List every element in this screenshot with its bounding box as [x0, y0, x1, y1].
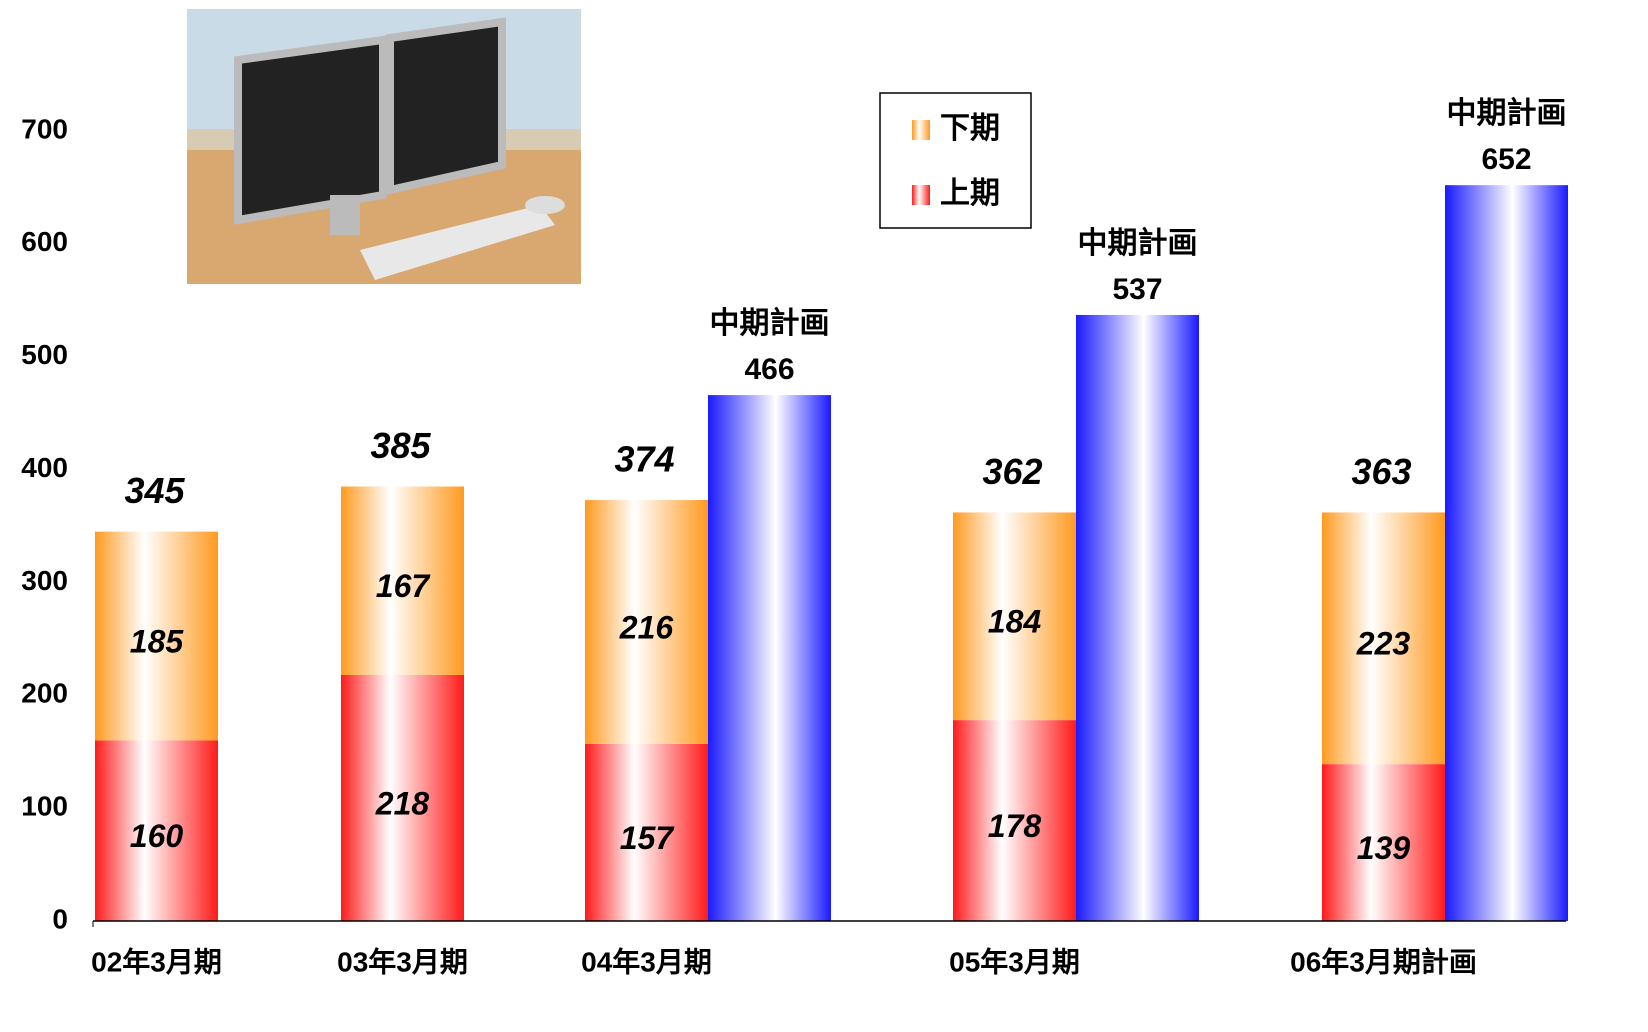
plan-label: 中期計画 — [710, 306, 830, 340]
x-tick-label: 06年3月期計画 — [1290, 945, 1477, 977]
legend-swatch — [912, 185, 930, 205]
bar-segment — [95, 531, 218, 741]
segment-label: 139 — [1357, 830, 1411, 866]
y-tick-label: 200 — [21, 678, 68, 709]
segment-label: 185 — [130, 623, 185, 659]
segment-label: 223 — [1356, 626, 1411, 662]
y-tick-label: 0 — [52, 903, 68, 934]
segment-label: 167 — [376, 568, 432, 604]
bar-segment — [953, 512, 1076, 721]
segment-label: 216 — [619, 609, 674, 645]
plan-value: 537 — [1112, 273, 1162, 306]
legend-swatch — [912, 120, 930, 140]
plan-label: 中期計画 — [1078, 226, 1198, 260]
total-label: 385 — [370, 425, 431, 466]
y-tick-label: 700 — [21, 113, 68, 144]
plan-bar — [708, 395, 831, 922]
y-tick-label: 300 — [21, 565, 68, 596]
bar-segment — [1322, 764, 1445, 921]
segment-label: 178 — [988, 808, 1042, 844]
bar-segment — [341, 674, 464, 921]
segment-label: 157 — [620, 820, 676, 856]
photo — [187, 9, 581, 284]
legend-label: 下期 — [940, 112, 1000, 145]
total-label: 362 — [982, 451, 1042, 492]
segment-label: 160 — [130, 818, 184, 854]
x-tick-label: 04年3月期 — [581, 945, 712, 977]
total-label: 363 — [1351, 451, 1411, 492]
legend-box — [879, 92, 1032, 229]
x-tick-label: 02年3月期 — [91, 945, 222, 977]
bar-segment — [953, 720, 1076, 921]
plan-bar — [1445, 185, 1568, 921]
total-label: 345 — [124, 470, 185, 511]
plan-value: 466 — [744, 353, 794, 386]
plan-value: 652 — [1481, 143, 1531, 176]
bar-segment — [1322, 512, 1445, 765]
y-tick-label: 500 — [21, 339, 68, 370]
x-tick-label: 03年3月期 — [337, 945, 468, 977]
y-tick-label: 400 — [21, 452, 68, 483]
plan-label: 中期計画 — [1447, 96, 1567, 130]
bar-segment — [585, 743, 708, 921]
bar-segment — [585, 500, 708, 744]
segment-label: 184 — [988, 604, 1042, 640]
bar-segment — [341, 486, 464, 675]
y-tick-label: 600 — [21, 226, 68, 257]
bar-segment — [95, 740, 218, 921]
y-tick-label: 100 — [21, 791, 68, 822]
segment-label: 218 — [375, 785, 430, 821]
plan-bar — [1076, 314, 1199, 921]
legend-label: 上期 — [940, 177, 1000, 210]
total-label: 374 — [614, 439, 674, 480]
x-tick-label: 05年3月期 — [949, 945, 1080, 977]
